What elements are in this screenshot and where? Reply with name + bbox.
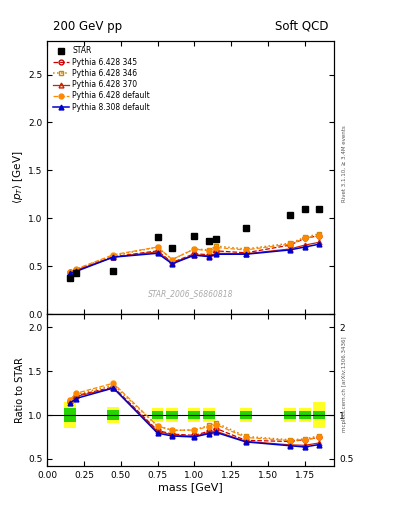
Bar <box>64 408 76 422</box>
Bar <box>314 411 325 419</box>
Bar <box>240 411 252 419</box>
Legend: STAR, Pythia 6.428 345, Pythia 6.428 346, Pythia 6.428 370, Pythia 6.428 default: STAR, Pythia 6.428 345, Pythia 6.428 346… <box>51 45 152 113</box>
Y-axis label: $\langle p_T \rangle$ [GeV]: $\langle p_T \rangle$ [GeV] <box>11 151 25 204</box>
Bar <box>284 409 296 421</box>
Bar <box>188 411 200 419</box>
Text: mcplots.cern.ch [arXiv:1306.3436]: mcplots.cern.ch [arXiv:1306.3436] <box>342 336 347 432</box>
Text: 200 GeV pp: 200 GeV pp <box>53 20 122 33</box>
Bar <box>188 409 200 421</box>
Bar <box>299 411 310 419</box>
Bar <box>284 411 296 419</box>
Bar <box>152 411 163 419</box>
X-axis label: mass [GeV]: mass [GeV] <box>158 482 223 493</box>
Bar <box>107 407 119 423</box>
Bar <box>152 409 163 421</box>
Bar <box>203 409 215 421</box>
Text: Rivet 3.1.10, ≥ 3.4M events: Rivet 3.1.10, ≥ 3.4M events <box>342 125 347 202</box>
Y-axis label: Ratio to STAR: Ratio to STAR <box>15 357 25 423</box>
Text: STAR_2006_S6860818: STAR_2006_S6860818 <box>148 289 233 298</box>
Bar <box>64 402 76 428</box>
Bar <box>166 411 178 419</box>
Bar <box>240 409 252 421</box>
Bar <box>299 409 310 421</box>
Bar <box>314 402 325 428</box>
Bar <box>203 411 215 419</box>
Bar <box>166 409 178 421</box>
Bar <box>107 410 119 420</box>
Text: Soft QCD: Soft QCD <box>275 20 328 33</box>
